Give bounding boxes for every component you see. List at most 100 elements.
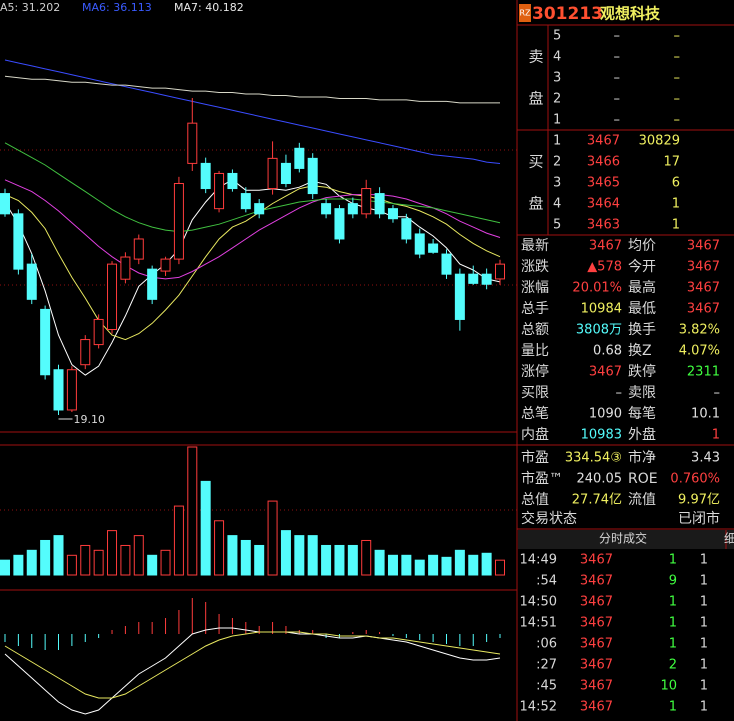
volume-bar [414, 559, 425, 576]
price: 3463 [587, 218, 620, 233]
stat-label: 量比 [521, 343, 549, 359]
price: – [614, 29, 621, 44]
low-label: 19.10 [74, 413, 106, 426]
stat-label: 流值 [628, 492, 656, 508]
level: 2 [553, 155, 561, 170]
volume-bar [240, 539, 251, 576]
candle-body [294, 147, 305, 169]
trade-price: 3467 [580, 553, 613, 568]
status-value: 已闭市 [678, 510, 720, 527]
volume-bar [361, 539, 372, 576]
price: – [614, 113, 621, 128]
candle-body [66, 369, 77, 411]
stat-label: 最高 [628, 279, 656, 296]
trades-title: 分时成交 [599, 531, 647, 546]
stat-label: 外盘 [628, 426, 656, 443]
candle-body [254, 203, 265, 215]
stat-value: 9.97亿 [678, 493, 720, 508]
trade-count: 1 [700, 658, 708, 673]
stat-label: 涨跌 [521, 259, 549, 275]
price: – [614, 50, 621, 65]
candle-body [173, 183, 184, 260]
trade-price: 3467 [580, 658, 613, 673]
volume-bar [187, 446, 198, 576]
volume-bar [334, 544, 345, 576]
stat-label: 总手 [521, 301, 549, 317]
ma-line [4, 179, 501, 376]
trade-count: 1 [700, 679, 708, 694]
stat-label: 今开 [628, 259, 656, 275]
trade-volume: 1 [669, 616, 677, 631]
price: 3465 [587, 176, 620, 191]
volume: – [674, 29, 681, 44]
candle-body [267, 157, 278, 190]
volume: – [674, 71, 681, 86]
volume: – [674, 92, 681, 107]
stat-value: 27.74亿 [572, 493, 622, 508]
trade-time: :54 [536, 574, 557, 589]
volume-bar [374, 549, 385, 576]
volume-bar [294, 535, 305, 576]
candle-body [227, 172, 238, 190]
candle-body [361, 188, 372, 215]
trade-volume: 1 [669, 553, 677, 568]
trade-volume: 2 [669, 658, 677, 673]
trades-header-bg [518, 530, 734, 549]
trade-price: 3467 [580, 679, 613, 694]
candle-body [80, 339, 91, 366]
candle-body [133, 238, 144, 260]
candle-body [414, 233, 425, 255]
stock-name: 观想科技 [600, 5, 661, 23]
volume-bar [200, 480, 211, 576]
trade-price: 3467 [580, 637, 613, 652]
candle-body [334, 208, 345, 240]
stat-value: 10984 [581, 302, 622, 317]
badge: RZ [519, 9, 531, 18]
volume-bar [280, 530, 291, 576]
stat-value: 3808万 [576, 323, 622, 338]
stat-value: 3467 [589, 365, 622, 380]
stat-label: 最新 [521, 238, 549, 254]
volume-bar [227, 535, 238, 576]
candle-body [454, 273, 465, 320]
trades-detail[interactable]: 细 [724, 532, 734, 546]
level: 5 [553, 218, 561, 233]
trade-count: 1 [700, 700, 708, 715]
stat-value: 3467 [687, 302, 720, 317]
trade-price: 3467 [580, 595, 613, 610]
candle-body [481, 273, 492, 285]
candle-body [307, 157, 318, 195]
trade-time: 14:50 [520, 595, 557, 610]
stat-label: 卖限 [628, 385, 656, 401]
stat-label: 买限 [521, 385, 549, 401]
price: 3467 [587, 134, 620, 149]
status-label: 交易状态 [521, 510, 577, 527]
volume-bar [387, 554, 398, 576]
ma-line [4, 185, 501, 341]
level: 4 [553, 197, 561, 212]
trade-count: 1 [700, 553, 708, 568]
volume: – [674, 50, 681, 65]
volume-bar [133, 535, 144, 576]
trade-time: :27 [536, 658, 557, 673]
stat-value: 1090 [589, 407, 622, 422]
trade-time: 14:51 [520, 616, 557, 631]
stat-value: 3467 [589, 239, 622, 254]
candle-body [240, 193, 251, 210]
trade-price: 3467 [580, 700, 613, 715]
volume-bar [481, 552, 492, 576]
volume-bar [160, 549, 171, 576]
price: – [614, 92, 621, 107]
candle-body [53, 369, 64, 411]
volume-bar [93, 549, 104, 576]
candle-body [321, 203, 332, 215]
candle-body [401, 218, 412, 240]
stat-value: 240.05 [577, 472, 623, 487]
trade-time: :45 [536, 679, 557, 694]
volume-bar [26, 549, 37, 576]
trade-volume: 1 [669, 700, 677, 715]
ma-line [4, 179, 501, 280]
volume-bar [80, 544, 91, 576]
stat-value: 10.1 [691, 407, 720, 422]
stat-label: 涨停 [521, 363, 549, 380]
